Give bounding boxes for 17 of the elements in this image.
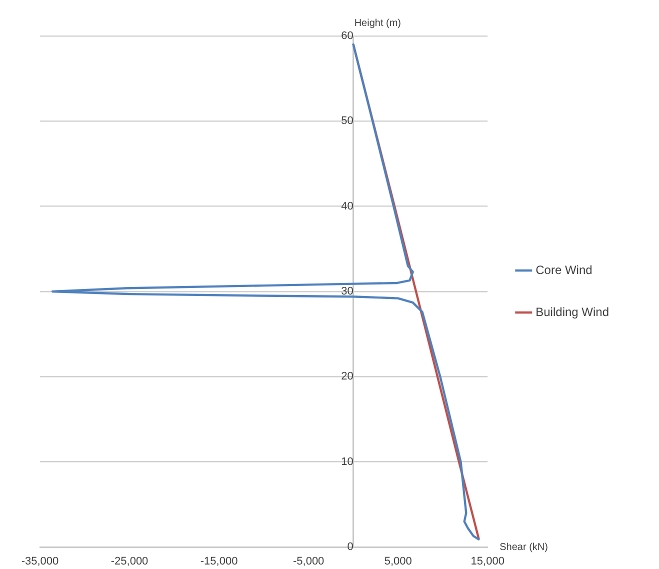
x-tick-label: 15,000	[470, 556, 504, 568]
y-tick-label: 10	[341, 456, 354, 468]
y-tick-label: 0	[347, 541, 354, 554]
x-tick-label: -15,000	[200, 556, 238, 568]
y-tick-label: 60	[341, 30, 354, 42]
x-tick-label: -5,000	[292, 556, 324, 568]
legend-label: Building Wind	[536, 304, 610, 319]
y-tick-label: 30	[341, 286, 354, 298]
x-axis-title: Shear (kN)	[500, 542, 548, 553]
y-tick-label: 20	[341, 370, 354, 383]
y-tick-label: 50	[341, 115, 354, 128]
y-tick-label: 40	[341, 200, 354, 212]
y-axis-title: Height (m)	[354, 18, 402, 29]
x-tick-label: 5,000	[384, 556, 412, 568]
x-tick-label: -35,000	[21, 556, 59, 568]
legend-label: Core Wind	[536, 262, 592, 277]
x-tick-label: -25,000	[110, 556, 148, 568]
